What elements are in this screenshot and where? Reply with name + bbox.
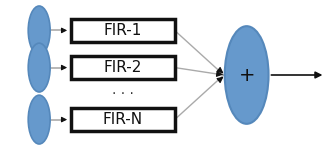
- Text: · · ·: · · ·: [112, 87, 134, 101]
- FancyBboxPatch shape: [71, 19, 175, 42]
- FancyBboxPatch shape: [71, 108, 175, 131]
- Text: FIR-2: FIR-2: [103, 60, 142, 75]
- Text: FIR-N: FIR-N: [103, 112, 143, 127]
- FancyBboxPatch shape: [71, 56, 175, 79]
- Text: +: +: [238, 66, 255, 84]
- Ellipse shape: [28, 6, 50, 55]
- Ellipse shape: [225, 26, 268, 124]
- Text: FIR-1: FIR-1: [103, 23, 142, 38]
- Ellipse shape: [28, 43, 50, 92]
- Ellipse shape: [28, 95, 50, 144]
